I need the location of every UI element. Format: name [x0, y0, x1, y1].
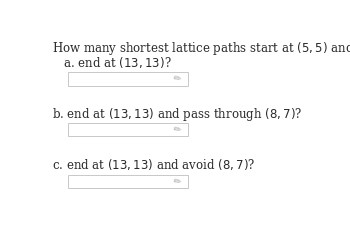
- Text: a. end at $(13, 13)$?: a. end at $(13, 13)$?: [52, 55, 172, 70]
- FancyBboxPatch shape: [68, 72, 188, 86]
- Text: ✏: ✏: [172, 124, 182, 135]
- Text: b. end at $(13, 13)$ and pass through $(8, 7)$?: b. end at $(13, 13)$ and pass through $(…: [52, 106, 302, 123]
- Text: How many shortest lattice paths start at $(5, 5)$ and: How many shortest lattice paths start at…: [52, 40, 350, 57]
- FancyBboxPatch shape: [68, 174, 188, 188]
- Text: ✏: ✏: [172, 176, 182, 187]
- Text: c. end at $(13, 13)$ and avoid $(8, 7)$?: c. end at $(13, 13)$ and avoid $(8, 7)$?: [52, 157, 256, 172]
- Text: ✏: ✏: [172, 73, 182, 84]
- FancyBboxPatch shape: [68, 123, 188, 136]
